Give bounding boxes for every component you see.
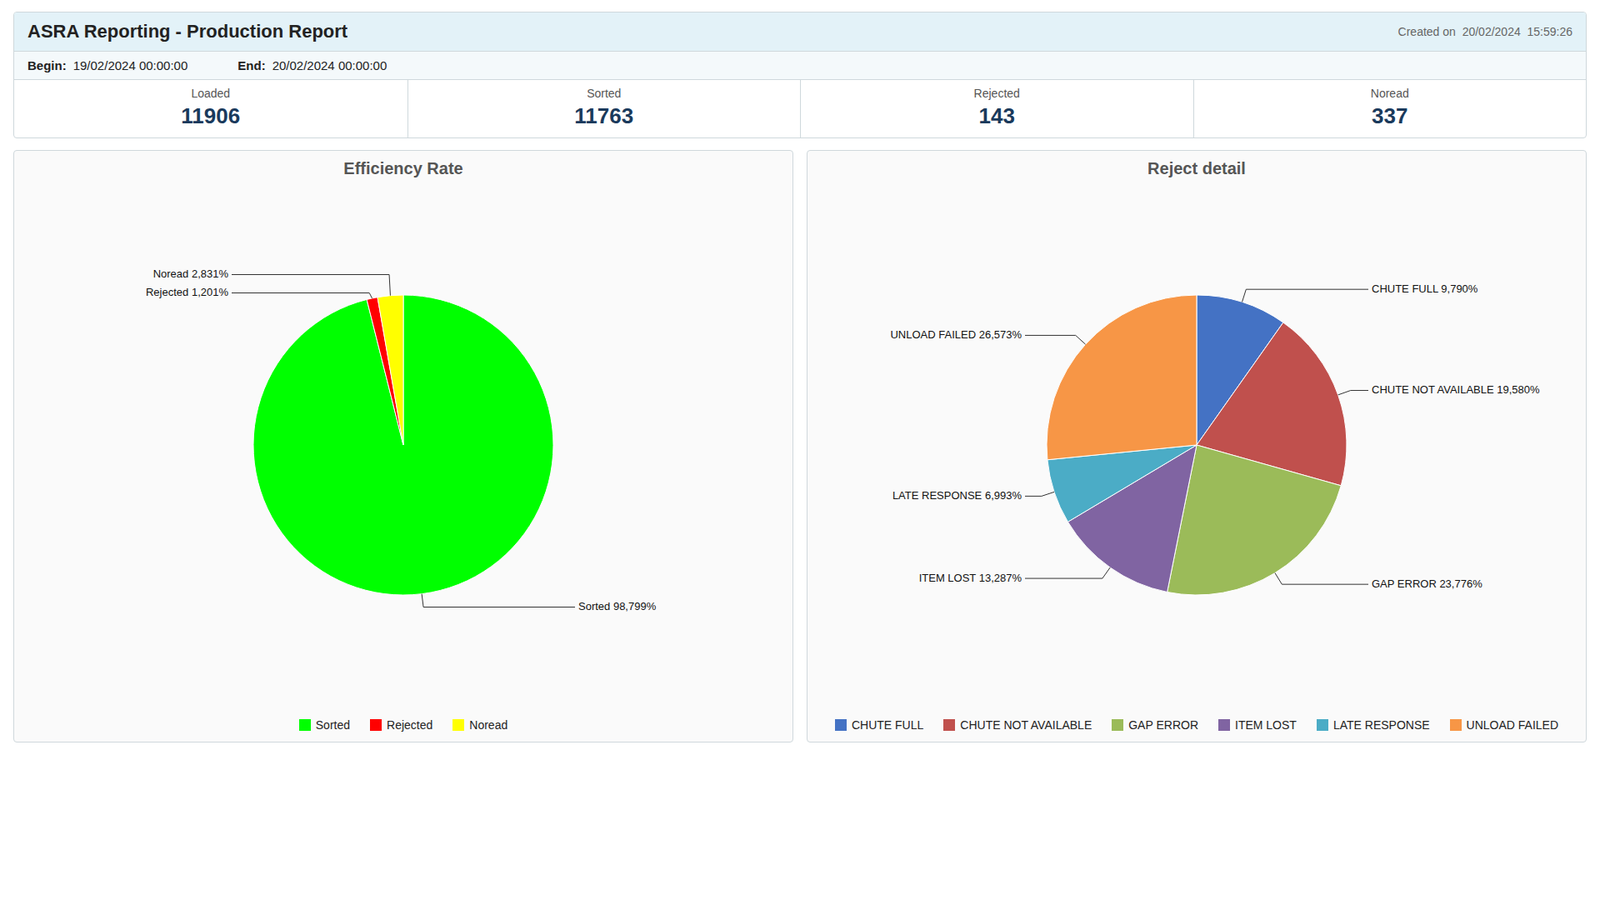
- legend-swatch: [452, 719, 465, 731]
- pie-slice: [253, 295, 554, 595]
- legend-swatch: [370, 719, 382, 731]
- date-caption: End:: [237, 58, 265, 73]
- legend-swatch: [835, 719, 847, 731]
- report-header: ASRA Reporting - Production Report Create…: [13, 11, 1587, 139]
- legend-swatch: [1450, 719, 1462, 731]
- stats-table: Loaded 11906Sorted 11763 Rejected 143Noread 3…: [14, 79, 1586, 138]
- legend-item: ITEM LOST: [1218, 718, 1297, 732]
- legend-label: LATE RESPONSE: [1333, 718, 1430, 732]
- date-field: Begin: 19/02/2024 00:00:00: [27, 58, 188, 73]
- data-labels: Sorted 98,799% Rejected 1,201% Noread 2,83…: [145, 267, 657, 613]
- legend: CHUTE FULL CHUTE NOT AVAILABLE GAP ERROR IT…: [813, 715, 1580, 735]
- subtitle: Created on 20/02/2024 15:59:26: [1398, 25, 1573, 39]
- legend-label: Sorted: [315, 718, 350, 732]
- legend-swatch: [1111, 719, 1124, 731]
- legend-item: Noread: [452, 718, 508, 732]
- stat-value: 11906: [14, 103, 408, 130]
- dates-row: Begin: 19/02/2024 00:00:00 End: 20/02/2024 …: [14, 50, 1586, 80]
- stat-value: 11763: [408, 103, 801, 130]
- legend-swatch: [299, 719, 311, 731]
- legend-label: Rejected: [386, 718, 433, 732]
- legend-swatch: [1218, 719, 1230, 731]
- legend-item: Rejected: [370, 718, 433, 732]
- leader-line: [1025, 335, 1086, 345]
- legend-item: GAP ERROR: [1111, 718, 1199, 732]
- stat-cell: Rejected 143: [800, 80, 1194, 138]
- data-label: Sorted 98,799%: [578, 600, 657, 613]
- data-label: CHUTE NOT AVAILABLE 19,580%: [1371, 383, 1540, 396]
- stat-label: Noread: [1194, 86, 1587, 100]
- leader-line: [231, 293, 373, 299]
- slices: [1046, 295, 1347, 595]
- legend-swatch: [1316, 719, 1329, 731]
- leader-line: [1241, 289, 1369, 302]
- pie-slice: [1167, 445, 1342, 595]
- data-label: ITEM LOST 13,287%: [919, 571, 1023, 585]
- stat-value: 337: [1194, 103, 1587, 130]
- leader-line: [1025, 567, 1110, 579]
- slices: [253, 295, 554, 595]
- data-label: GAP ERROR 23,776%: [1371, 577, 1483, 590]
- data-label: Rejected 1,201%: [145, 285, 229, 299]
- leader-line: [421, 594, 575, 608]
- leader-line: [1025, 491, 1055, 496]
- legend-item: CHUTE NOT AVAILABLE: [943, 718, 1092, 732]
- report-page: ASRA Reporting - Production Report Create…: [0, 0, 1600, 755]
- pie-chart: CHUTE FULL 9,790% CHUTE NOT AVAILABLE 19,…: [813, 178, 1580, 712]
- chart-title: Efficiency Rate: [20, 159, 787, 179]
- leader-line: [1338, 390, 1369, 395]
- header-bar: ASRA Reporting - Production Report Create…: [14, 12, 1586, 51]
- legend-label: CHUTE FULL: [851, 718, 924, 732]
- pie-panel: Efficiency Rate Sorted 98,799% Rejected 1,…: [13, 150, 794, 743]
- leader-line: [1275, 573, 1369, 585]
- legend: Sorted Rejected Noread: [20, 715, 787, 735]
- chart-title: Reject detail: [813, 159, 1580, 179]
- legend-label: ITEM LOST: [1235, 718, 1297, 732]
- stat-value: 143: [800, 103, 1194, 130]
- data-label: UNLOAD FAILED 26,573%: [890, 328, 1022, 341]
- title: ASRA Reporting - Production Report: [27, 20, 348, 43]
- pie-chart: Sorted 98,799% Rejected 1,201% Noread 2,83…: [20, 178, 787, 712]
- legend-label: UNLOAD FAILED: [1466, 718, 1559, 732]
- date-value: 19/02/2024 00:00:00: [73, 58, 189, 73]
- pie-slice: [1046, 295, 1197, 460]
- data-label: Noread 2,831%: [153, 267, 230, 280]
- legend-swatch: [943, 719, 955, 731]
- stat-label: Sorted: [408, 86, 801, 100]
- legend-label: CHUTE NOT AVAILABLE: [960, 718, 1092, 732]
- legend-item: Sorted: [299, 718, 350, 732]
- pie-slice: [377, 295, 404, 445]
- stat-cell: Loaded 11906: [14, 80, 408, 138]
- date-caption: Begin:: [27, 58, 67, 73]
- data-label: CHUTE FULL 9,790%: [1371, 282, 1479, 295]
- legend-label: GAP ERROR: [1128, 718, 1199, 732]
- pie-row: Efficiency Rate Sorted 98,799% Rejected 1,…: [13, 150, 1587, 743]
- date-field: End: 20/02/2024 00:00:00: [237, 58, 387, 73]
- legend-label: Noread: [469, 718, 508, 732]
- stat-label: Loaded: [14, 86, 408, 100]
- stat-cell: Noread 337: [1193, 80, 1587, 138]
- pie-panel: Reject detail CHUTE FULL 9,790% CHUTE NOT …: [806, 150, 1587, 743]
- data-labels: CHUTE FULL 9,790% CHUTE NOT AVAILABLE 19,…: [890, 282, 1540, 590]
- legend-item: CHUTE FULL: [835, 718, 924, 732]
- legend-item: LATE RESPONSE: [1316, 718, 1430, 732]
- leader-line: [231, 275, 390, 296]
- data-label: LATE RESPONSE 6,993%: [892, 489, 1023, 502]
- stat-label: Rejected: [800, 86, 1194, 100]
- legend-item: UNLOAD FAILED: [1450, 718, 1559, 732]
- stat-cell: Sorted 11763: [407, 80, 801, 138]
- date-value: 20/02/2024 00:00:00: [272, 58, 388, 73]
